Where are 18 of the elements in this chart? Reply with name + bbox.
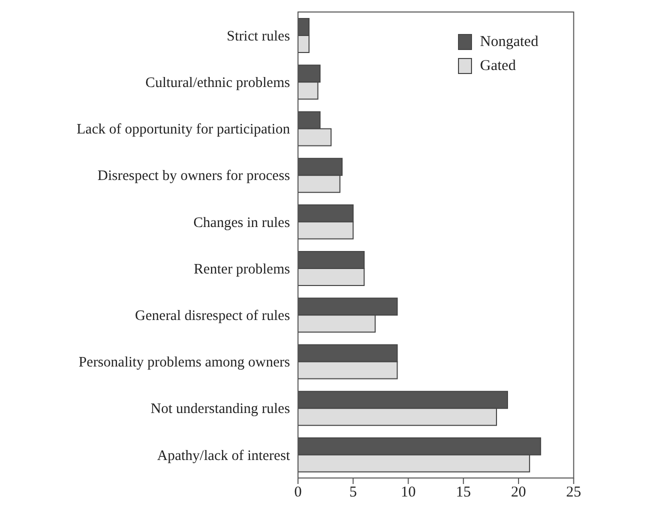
x-tick-label: 15 bbox=[456, 484, 471, 501]
x-tick-label: 20 bbox=[511, 484, 526, 501]
y-tick-label: Not understanding rules bbox=[150, 401, 290, 418]
y-tick-label: Personality problems among owners bbox=[78, 354, 290, 371]
y-tick-label: Cultural/ethnic problems bbox=[145, 75, 290, 92]
legend-label: Gated bbox=[480, 57, 516, 76]
y-tick-label: General disrespect of rules bbox=[134, 308, 290, 324]
y-tick-label: Renter problems bbox=[194, 261, 290, 278]
x-tick-label: 25 bbox=[566, 484, 582, 501]
y-tick-label: Changes in rules bbox=[193, 214, 290, 231]
x-tick-label: 10 bbox=[400, 484, 416, 501]
y-tick-label: Apathy/lack of interest bbox=[157, 448, 290, 464]
y-tick-label: Disrespect by owners for process bbox=[98, 168, 290, 184]
x-tick-label: 5 bbox=[349, 484, 357, 501]
legend-label: Nongated bbox=[480, 33, 538, 52]
y-tick-label: Lack of opportunity for participation bbox=[76, 122, 291, 138]
y-tick-label: Strict rules bbox=[226, 28, 290, 44]
x-tick-label: 0 bbox=[294, 484, 302, 501]
